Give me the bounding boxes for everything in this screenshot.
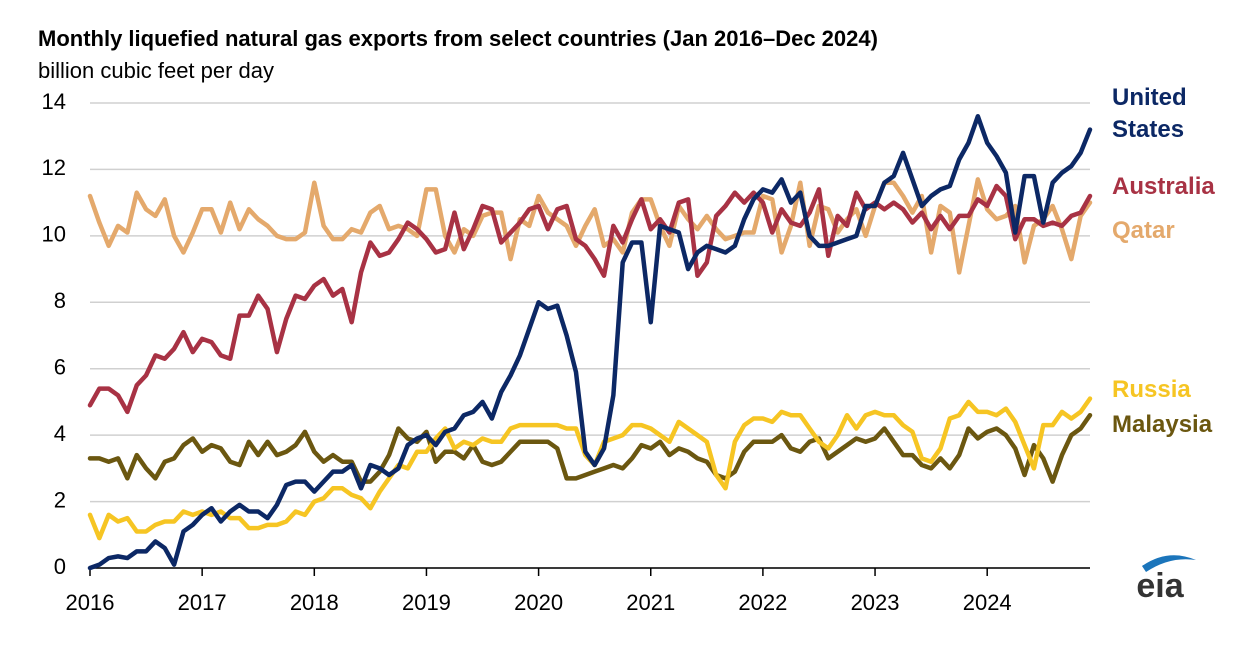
- series-label: Qatar: [1112, 217, 1175, 244]
- series-line: [87, 396, 1093, 541]
- y-tick-label: 6: [54, 355, 66, 380]
- y-tick-label: 2: [54, 487, 66, 512]
- y-tick-label: 12: [42, 155, 66, 180]
- x-tick-label: 2023: [851, 590, 900, 615]
- chart-subtitle: billion cubic feet per day: [38, 58, 274, 83]
- series-line: [87, 177, 1093, 275]
- series-label: Malaysia: [1112, 411, 1213, 438]
- x-tick-label: 2017: [178, 590, 227, 615]
- x-tick-label: 2021: [626, 590, 675, 615]
- x-tick-label: 2018: [290, 590, 339, 615]
- x-tick-label: 2020: [514, 590, 563, 615]
- logo-swoosh: [1142, 555, 1196, 572]
- y-tick-label: 10: [42, 222, 66, 247]
- series-label: Australia: [1112, 173, 1215, 200]
- y-tick-label: 4: [54, 421, 66, 446]
- y-tick-label: 14: [42, 89, 66, 114]
- series-line: [87, 412, 1093, 484]
- chart-title: Monthly liquefied natural gas exports fr…: [38, 26, 878, 51]
- logo-text: eia: [1136, 567, 1184, 605]
- x-tick-label: 2022: [738, 590, 787, 615]
- series-line: [87, 183, 1093, 415]
- eia-logo: eia: [1136, 555, 1196, 605]
- series-label: Russia: [1112, 376, 1191, 403]
- x-tick-label: 2016: [66, 590, 115, 615]
- y-tick-label: 8: [54, 288, 66, 313]
- x-tick-label: 2019: [402, 590, 451, 615]
- series-line: [87, 114, 1093, 571]
- y-tick-label: 0: [54, 554, 66, 579]
- series-label: United States: [1112, 84, 1187, 143]
- x-tick-label: 2024: [963, 590, 1012, 615]
